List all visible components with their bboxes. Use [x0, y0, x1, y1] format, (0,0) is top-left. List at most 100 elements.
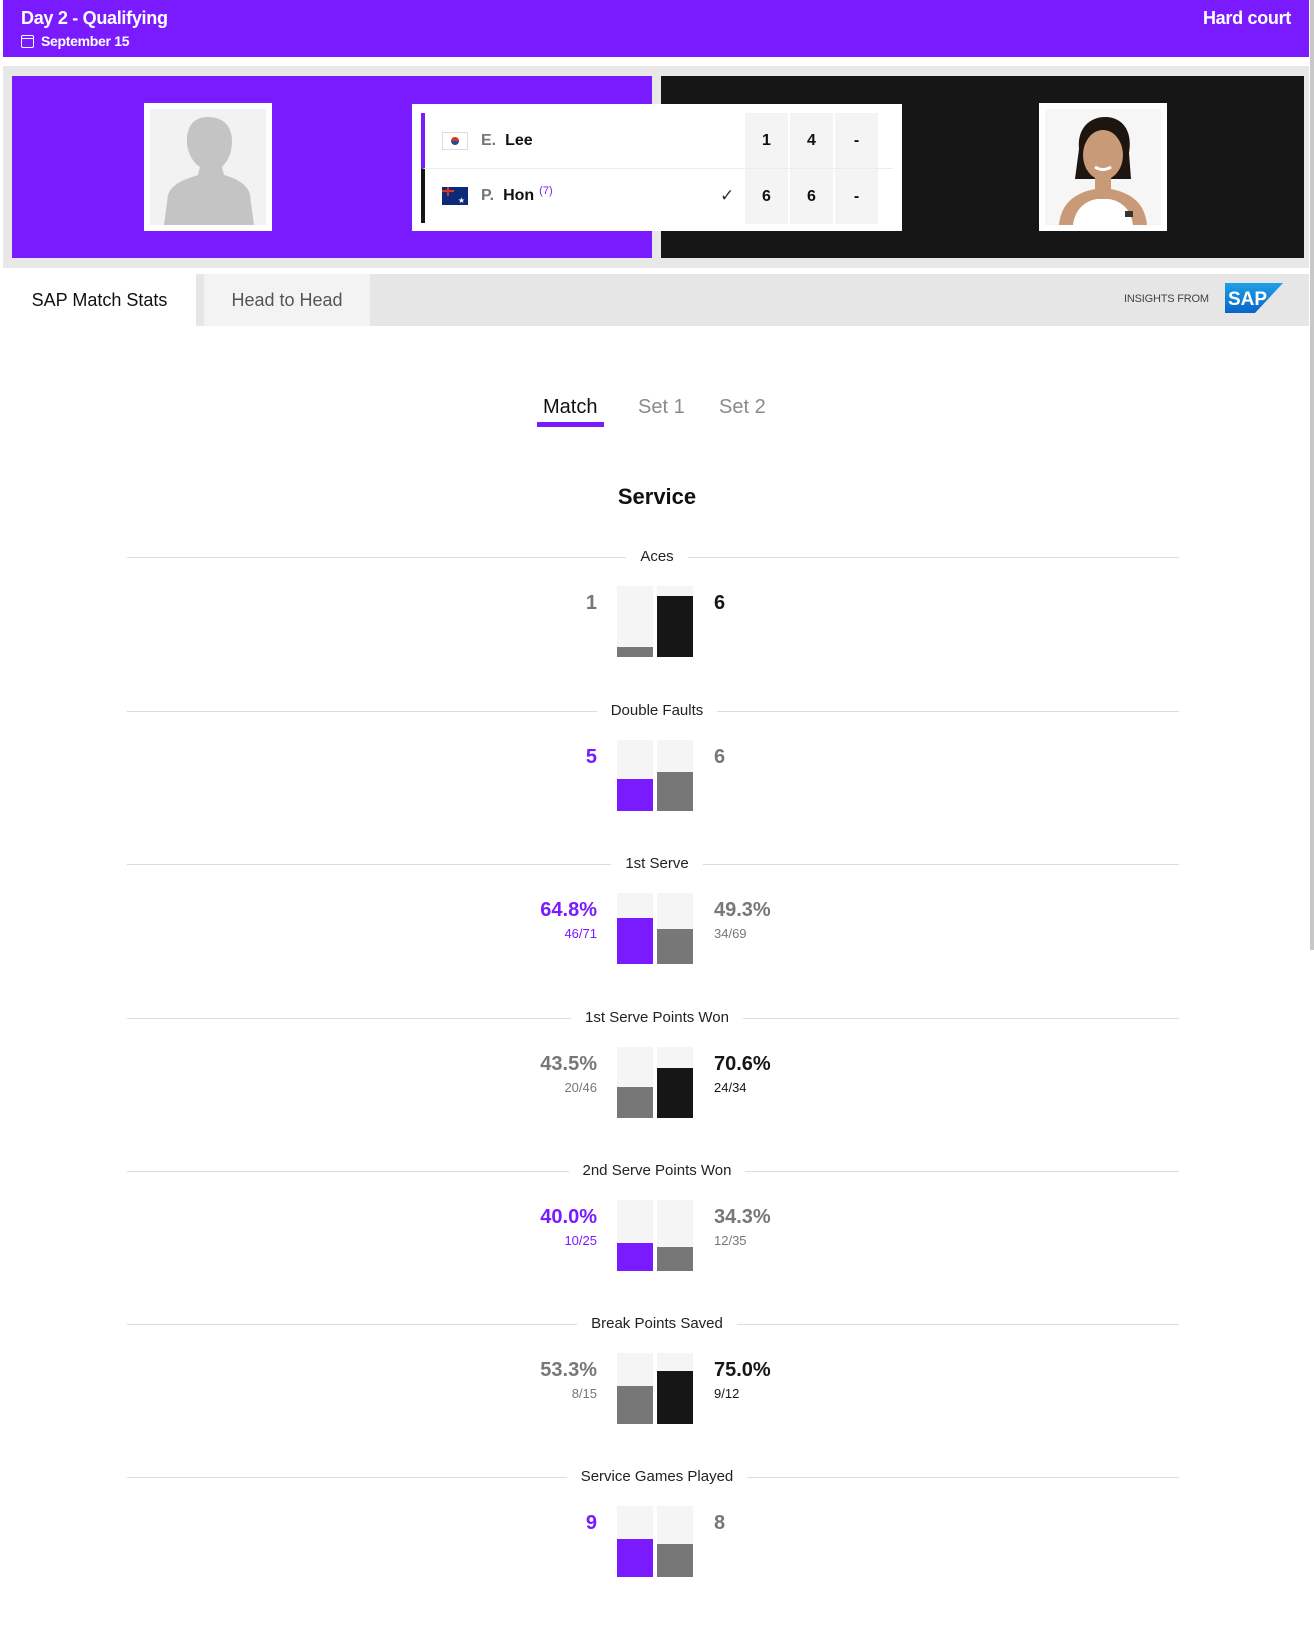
player-1-initial: E. [481, 131, 497, 149]
stat-left-value: 43.5% [540, 1053, 597, 1075]
player-2-score-row[interactable]: P. Hon (7) ✓ 6 6 - [421, 168, 893, 224]
stat-right-bar [657, 1047, 693, 1118]
stat-row: 2nd Serve Points Won 40.0% 10/25 34.3% 12/35 [0, 1154, 1314, 1304]
scoreboard: E. Lee 1 4 - P. Hon (7) ✓ 6 6 - [412, 104, 902, 231]
australia-flag-icon [442, 187, 468, 205]
player-2-surname: Hon [503, 187, 535, 204]
stat-left-bar [617, 586, 653, 657]
stat-label-text: 1st Serve Points Won [571, 1009, 743, 1026]
sap-logo-icon: SAP [1225, 283, 1283, 313]
stat-row: Break Points Saved 53.3% 8/15 75.0% 9/12 [0, 1307, 1314, 1457]
match-date: September 15 [21, 33, 130, 49]
stat-right-value: 34.3% [714, 1206, 771, 1228]
stat-row: Double Faults 5 6 [0, 694, 1314, 844]
stat-label: Double Faults [0, 702, 1314, 719]
subtab-set-1[interactable]: Set 1 [638, 396, 685, 418]
stat-label-text: Double Faults [596, 702, 718, 719]
south-korea-flag-icon [442, 131, 468, 150]
player-2-photo [1039, 103, 1167, 231]
stat-right-bar-fill [657, 1371, 693, 1424]
player-2-set-3: - [835, 169, 878, 224]
stat-right-detail: 24/34 [714, 1080, 747, 1095]
stat-left-value: 64.8% [540, 899, 597, 921]
stat-row: Service Games Played 9 8 [0, 1460, 1314, 1610]
player-2-seed: (7) [539, 185, 553, 197]
stat-right-bar-fill [657, 1068, 693, 1118]
player-1-photo [144, 103, 272, 231]
stat-label: 2nd Serve Points Won [0, 1162, 1314, 1179]
page-scrollbar[interactable] [1310, 0, 1314, 950]
stat-right-bar-fill [657, 596, 693, 657]
stat-right-bar-fill [657, 1247, 693, 1271]
stat-row: 1st Serve 64.8% 46/71 49.3% 34/69 [0, 847, 1314, 997]
stat-left-bar-fill [617, 1087, 653, 1118]
player-1-set-1: 1 [745, 113, 788, 168]
section-title-service: Service [617, 484, 697, 509]
match-round-title: Day 2 - Qualifying [21, 8, 168, 28]
stat-left-detail: 10/25 [564, 1233, 597, 1248]
stat-left-bar-fill [617, 1386, 653, 1424]
stat-right-value: 75.0% [714, 1359, 771, 1381]
stat-label: Service Games Played [0, 1468, 1314, 1485]
silhouette-icon [164, 117, 254, 225]
player-2-name: P. Hon (7) [481, 185, 553, 205]
stats-tab-bar: SAP Match Stats Head to Head INSIGHTS FR… [3, 274, 1309, 326]
stat-right-detail: 12/35 [714, 1233, 747, 1248]
stat-row: Aces 1 6 [0, 540, 1314, 690]
stat-right-value: 70.6% [714, 1053, 771, 1075]
stat-right-value: 6 [714, 746, 726, 768]
stat-right-bar [657, 740, 693, 811]
stat-right-value: 8 [714, 1512, 726, 1534]
player-1-set-2: 4 [790, 113, 833, 168]
stat-right-bar-fill [657, 1544, 693, 1577]
stat-left-bar-fill [617, 1243, 653, 1271]
player-1-surname: Lee [505, 131, 533, 149]
player-portrait-icon [1059, 117, 1147, 225]
stat-left-bar-fill [617, 1539, 653, 1577]
stat-right-value: 49.3% [714, 899, 771, 921]
player-1-name: E. Lee [481, 132, 533, 150]
subtab-match[interactable]: Match [543, 396, 598, 418]
stat-left-bar [617, 893, 653, 964]
stat-left-value: 53.3% [540, 1359, 597, 1381]
court-surface: Hard court [1202, 8, 1291, 28]
tab-head-to-head[interactable]: Head to Head [204, 274, 370, 326]
stat-left-value: 5 [585, 746, 597, 768]
player-2-initial: P. [481, 187, 495, 204]
stat-left-bar [617, 740, 653, 811]
subtab-active-indicator [537, 422, 604, 427]
match-hero: E. Lee 1 4 - P. Hon (7) ✓ 6 6 - [3, 66, 1309, 268]
sap-logo-text: SAP [1228, 289, 1267, 310]
player-1-set-3: - [835, 113, 878, 168]
stat-left-bar [617, 1506, 653, 1577]
stat-left-value: 40.0% [540, 1206, 597, 1228]
match-date-text: September 15 [41, 33, 130, 49]
stat-right-bar-fill [657, 772, 693, 811]
stat-left-bar-fill [617, 647, 653, 657]
stat-right-detail: 9/12 [714, 1386, 740, 1401]
stat-right-detail: 34/69 [714, 926, 747, 941]
stat-right-bar [657, 1506, 693, 1577]
stat-left-detail: 46/71 [564, 926, 597, 941]
stat-label-text: Service Games Played [566, 1468, 748, 1485]
winner-check-icon: ✓ [720, 186, 735, 205]
tab-sap-match-stats[interactable]: SAP Match Stats [3, 274, 196, 326]
stat-left-detail: 20/46 [564, 1080, 597, 1095]
stat-right-value: 6 [714, 592, 726, 614]
stat-left-bar-fill [617, 779, 653, 811]
stat-right-bar [657, 1200, 693, 1271]
player-2-set-1: 6 [745, 169, 788, 224]
stat-label: 1st Serve Points Won [0, 1009, 1314, 1026]
subtab-set-2[interactable]: Set 2 [719, 396, 766, 418]
calendar-icon [21, 34, 34, 48]
player-2-set-2: 6 [790, 169, 833, 224]
stat-left-bar [617, 1200, 653, 1271]
stat-left-detail: 8/15 [571, 1386, 597, 1401]
stat-right-bar-fill [657, 929, 693, 964]
stat-label-text: Break Points Saved [577, 1315, 737, 1332]
player-1-score-row[interactable]: E. Lee 1 4 - [421, 113, 893, 168]
stat-label-text: Aces [626, 548, 688, 565]
stat-right-bar [657, 893, 693, 964]
stat-right-bar [657, 1353, 693, 1424]
stat-label: 1st Serve [0, 855, 1314, 872]
